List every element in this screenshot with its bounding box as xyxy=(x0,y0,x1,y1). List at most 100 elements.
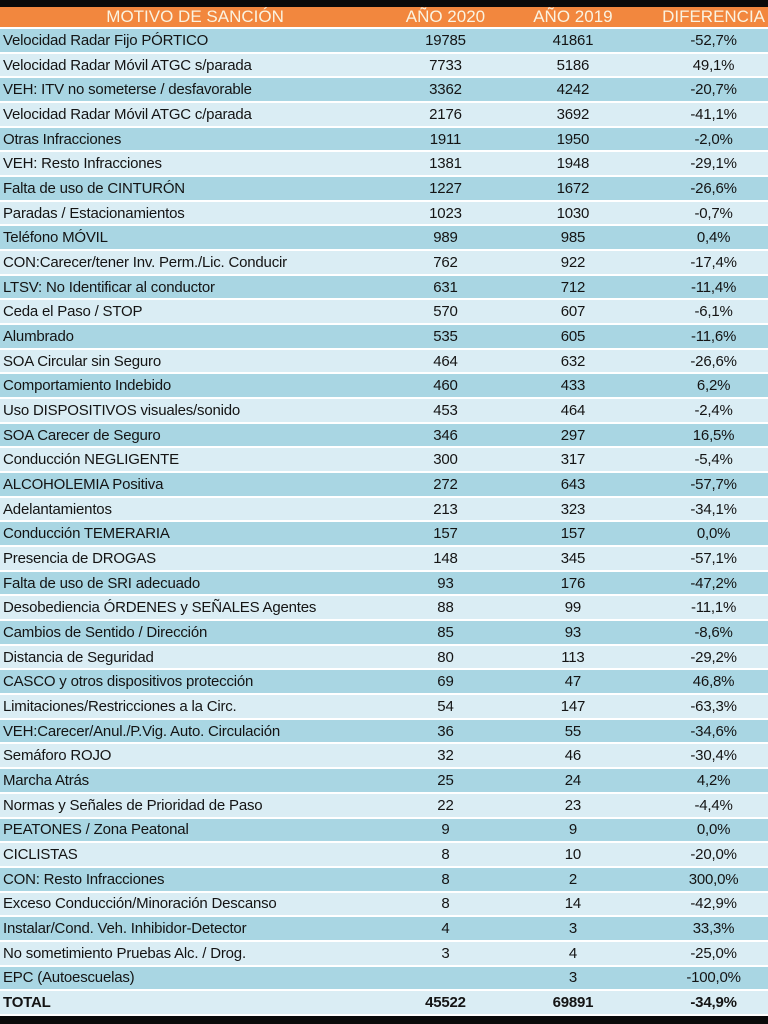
table-row: Marcha Atrás 25 24 4,2% xyxy=(0,768,768,794)
ano-2019-cell: 14 xyxy=(500,891,646,918)
ano-2019-cell: 69891 xyxy=(500,990,646,1016)
table-row: Semáforo ROJO 32 46 -30,4% xyxy=(0,743,768,770)
table-row: Ceda el Paso / STOP 570 607 -6,1% xyxy=(0,299,768,326)
motivo-cell: VEH:Carecer/Anul./P.Vig. Auto. Circulaci… xyxy=(0,718,391,745)
motivo-cell: Otras Infracciones xyxy=(0,126,391,153)
ano-2020-cell: 460 xyxy=(390,373,501,400)
ano-2019-cell: 2 xyxy=(500,866,646,893)
diferencia-cell: -11,6% xyxy=(645,324,768,350)
table-row: Comportamiento Indebido 460 433 6,2% xyxy=(0,373,768,400)
diferencia-cell: -2,0% xyxy=(645,126,768,153)
motivo-cell: Comportamiento Indebido xyxy=(0,373,391,400)
col-header-motivo: MOTIVO DE SANCIÓN xyxy=(0,7,391,29)
motivo-cell: LTSV: No Identificar al conductor xyxy=(0,274,391,301)
diferencia-cell: -25,0% xyxy=(645,940,768,967)
ano-2020-cell: 1381 xyxy=(390,151,501,178)
ano-2019-cell: 4 xyxy=(500,940,646,967)
motivo-cell: CASCO y otros dispositivos protección xyxy=(0,669,391,696)
ano-2019-cell: 607 xyxy=(500,299,646,326)
diferencia-cell: 46,8% xyxy=(645,669,768,696)
motivo-cell: CON:Carecer/tener Inv. Perm./Lic. Conduc… xyxy=(0,250,391,276)
ano-2020-cell: 8 xyxy=(390,842,501,868)
ano-2019-cell: 9 xyxy=(500,817,646,844)
ano-2019-cell: 643 xyxy=(500,472,646,498)
table-row: Limitaciones/Restricciones a la Circ. 54 1… xyxy=(0,694,768,720)
motivo-cell: Limitaciones/Restricciones a la Circ. xyxy=(0,694,391,720)
ano-2020-cell: 80 xyxy=(390,644,501,671)
motivo-cell: CICLISTAS xyxy=(0,842,391,868)
table-row: CON:Carecer/tener Inv. Perm./Lic. Conduc… xyxy=(0,250,768,276)
table-row: VEH: ITV no someterse / desfavorable 3362… xyxy=(0,77,768,104)
ano-2020-cell: 3362 xyxy=(390,77,501,104)
motivo-cell: Semáforo ROJO xyxy=(0,743,391,770)
diferencia-cell: 0,4% xyxy=(645,225,768,252)
motivo-cell: Paradas / Estacionamientos xyxy=(0,200,391,227)
table-row: Cambios de Sentido / Dirección 85 93 -8,6% xyxy=(0,620,768,646)
diferencia-cell: -29,2% xyxy=(645,644,768,671)
ano-2019-cell: 113 xyxy=(500,644,646,671)
ano-2020-cell: 45522 xyxy=(390,990,501,1016)
diferencia-cell: -5,4% xyxy=(645,447,768,474)
table-row: ALCOHOLEMIA Positiva 272 643 -57,7% xyxy=(0,472,768,498)
motivo-cell: SOA Carecer de Seguro xyxy=(0,422,391,449)
ano-2020-cell: 989 xyxy=(390,225,501,252)
top-border-bar xyxy=(0,0,768,7)
ano-2020-cell: 1023 xyxy=(390,200,501,227)
ano-2020-cell: 1911 xyxy=(390,126,501,153)
table-row: SOA Circular sin Seguro 464 632 -26,6% xyxy=(0,348,768,375)
ano-2019-cell: 41861 xyxy=(500,28,646,54)
table-row: Teléfono MÓVIL 989 985 0,4% xyxy=(0,225,768,252)
diferencia-cell: -63,3% xyxy=(645,694,768,720)
ano-2020-cell: 36 xyxy=(390,718,501,745)
ano-2020-cell: 762 xyxy=(390,250,501,276)
ano-2019-cell: 46 xyxy=(500,743,646,770)
diferencia-cell: -11,1% xyxy=(645,595,768,622)
ano-2019-cell: 23 xyxy=(500,792,646,819)
motivo-cell: Falta de uso de SRI adecuado xyxy=(0,570,391,597)
ano-2020-cell: 8 xyxy=(390,866,501,893)
table-body: Velocidad Radar Fijo PÓRTICO 19785 41861 -5… xyxy=(0,28,768,1016)
motivo-cell: Adelantamientos xyxy=(0,496,391,523)
diferencia-cell: 49,1% xyxy=(645,52,768,79)
ano-2019-cell: 712 xyxy=(500,274,646,301)
table-row: Instalar/Cond. Veh. Inhibidor-Detector 4 3… xyxy=(0,916,768,942)
motivo-cell: VEH: Resto Infracciones xyxy=(0,151,391,178)
ano-2020-cell: 157 xyxy=(390,521,501,548)
ano-2019-cell: 157 xyxy=(500,521,646,548)
ano-2020-cell: 272 xyxy=(390,472,501,498)
ano-2020-cell: 7733 xyxy=(390,52,501,79)
table-row: Velocidad Radar Móvil ATGC s/parada 7733 5… xyxy=(0,52,768,79)
col-header-ano-2020: AÑO 2020 xyxy=(390,7,501,29)
table-row: LTSV: No Identificar al conductor 631 712-… xyxy=(0,274,768,301)
diferencia-cell: -2,4% xyxy=(645,398,768,424)
motivo-cell: ALCOHOLEMIA Positiva xyxy=(0,472,391,498)
motivo-cell: Alumbrado xyxy=(0,324,391,350)
ano-2020-cell: 535 xyxy=(390,324,501,350)
ano-2020-cell: 453 xyxy=(390,398,501,424)
bottom-border-bar xyxy=(0,1016,768,1024)
total-row: TOTAL 45522 69891 -34,9% xyxy=(0,990,768,1016)
ano-2019-cell: 55 xyxy=(500,718,646,745)
ano-2019-cell: 5186 xyxy=(500,52,646,79)
ano-2020-cell: 9 xyxy=(390,817,501,844)
ano-2020-cell: 19785 xyxy=(390,28,501,54)
header-row: MOTIVO DE SANCIÓN AÑO 2020 AÑO 2019 DIFE… xyxy=(0,7,768,29)
diferencia-cell: -17,4% xyxy=(645,250,768,276)
diferencia-cell: -42,9% xyxy=(645,891,768,918)
ano-2019-cell: 147 xyxy=(500,694,646,720)
diferencia-cell: -34,1% xyxy=(645,496,768,523)
diferencia-cell: -11,4% xyxy=(645,274,768,301)
ano-2020-cell: 213 xyxy=(390,496,501,523)
motivo-cell: Velocidad Radar Fijo PÓRTICO xyxy=(0,28,391,54)
diferencia-cell: -20,0% xyxy=(645,842,768,868)
table-row: No sometimiento Pruebas Alc. / Drog. 3 4 -2… xyxy=(0,940,768,967)
table-row: Velocidad Radar Móvil ATGC c/parada 2176 3… xyxy=(0,102,768,128)
diferencia-cell: 4,2% xyxy=(645,768,768,794)
ano-2019-cell: 632 xyxy=(500,348,646,375)
table-row: Alumbrado 535 605 -11,6% xyxy=(0,324,768,350)
diferencia-cell: 16,5% xyxy=(645,422,768,449)
motivo-cell: Presencia de DROGAS xyxy=(0,546,391,572)
ano-2019-cell: 985 xyxy=(500,225,646,252)
ano-2019-cell: 297 xyxy=(500,422,646,449)
